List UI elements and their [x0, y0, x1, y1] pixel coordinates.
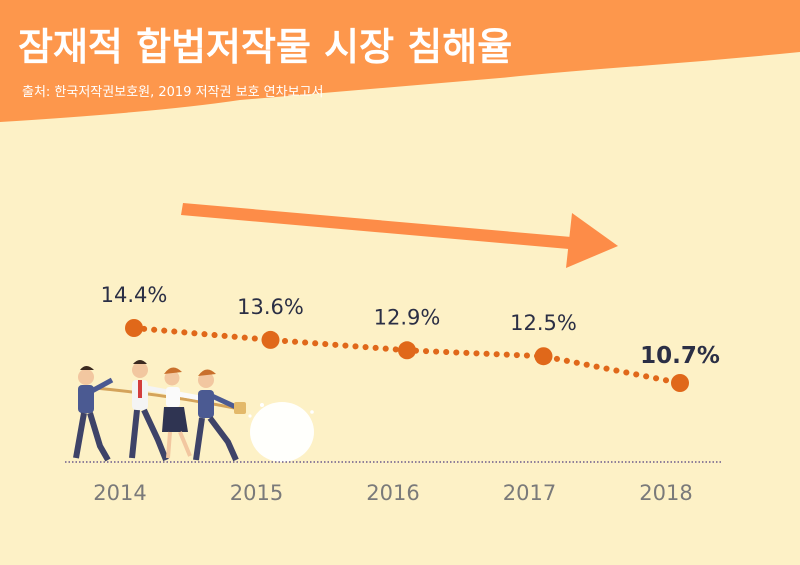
data-point-2014 — [125, 319, 143, 337]
value-label-2014: 14.4% — [101, 283, 168, 307]
value-label-2016: 12.9% — [374, 305, 441, 329]
value-label-2018: 10.7% — [640, 343, 720, 369]
source-note: 출처: 한국저작권보호원, 2019 저작권 보호 연차보고서 — [22, 85, 323, 100]
x-tick-label-2015: 2015 — [230, 481, 283, 505]
x-axis-labels: 2014 2015 2016 2017 2018 — [93, 481, 692, 505]
data-point-2018 — [671, 374, 689, 392]
data-point-2015 — [261, 330, 280, 349]
data-point-2016 — [398, 341, 416, 360]
x-tick-label-2018: 2018 — [639, 481, 692, 505]
value-label-2015: 13.6% — [237, 295, 304, 319]
data-point-2017 — [534, 347, 553, 366]
trend-arrow-icon — [181, 203, 618, 268]
x-tick-label-2017: 2017 — [503, 481, 556, 505]
tug-of-war-people-icon — [73, 360, 314, 462]
data-markers — [125, 319, 689, 392]
header-band — [0, 0, 800, 122]
x-tick-label-2014: 2014 — [93, 481, 146, 505]
page-title: 잠재적 합법저작물 시장 침해율 — [18, 25, 512, 69]
value-labels: 14.4% 13.6% 12.9% 12.5% 10.7% — [101, 283, 720, 369]
value-label-2017: 12.5% — [510, 311, 577, 335]
x-tick-label-2016: 2016 — [366, 481, 419, 505]
